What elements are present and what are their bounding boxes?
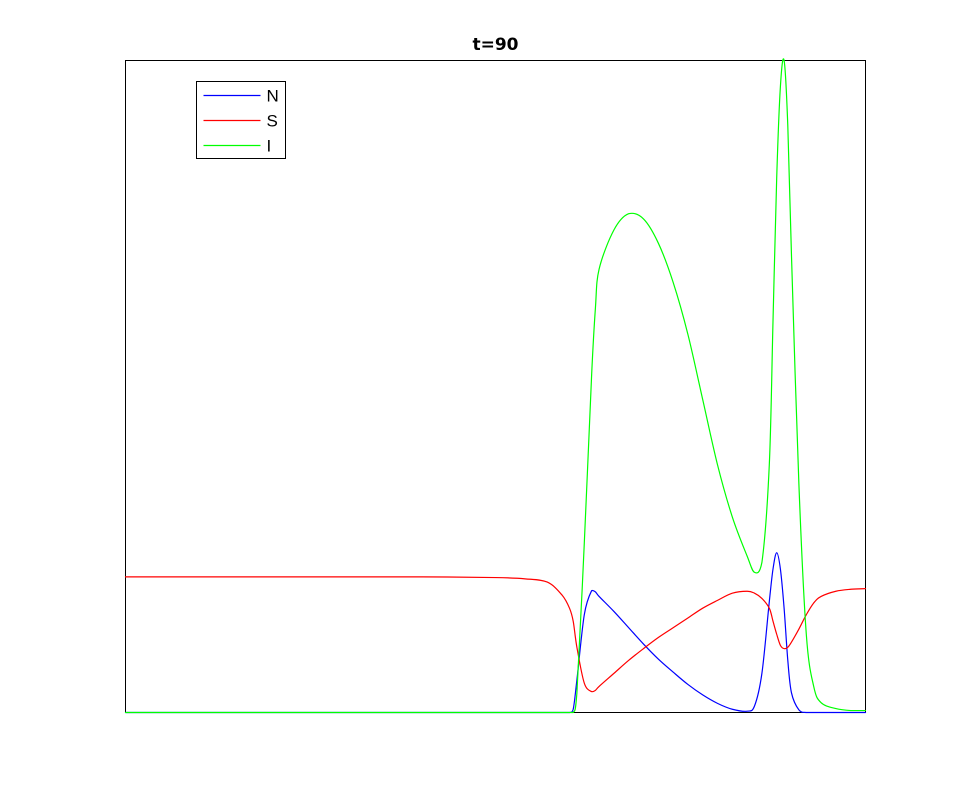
series-line-s	[124, 576, 867, 693]
series-line-i	[124, 58, 867, 714]
chart-title: t=90	[472, 35, 518, 55]
legend-label-i: I	[267, 137, 272, 156]
legend-label-s: S	[267, 112, 278, 131]
legend-label-n: N	[267, 87, 279, 106]
series-layer	[124, 58, 867, 714]
legend: NSI	[196, 81, 286, 159]
plot-area	[125, 60, 866, 713]
